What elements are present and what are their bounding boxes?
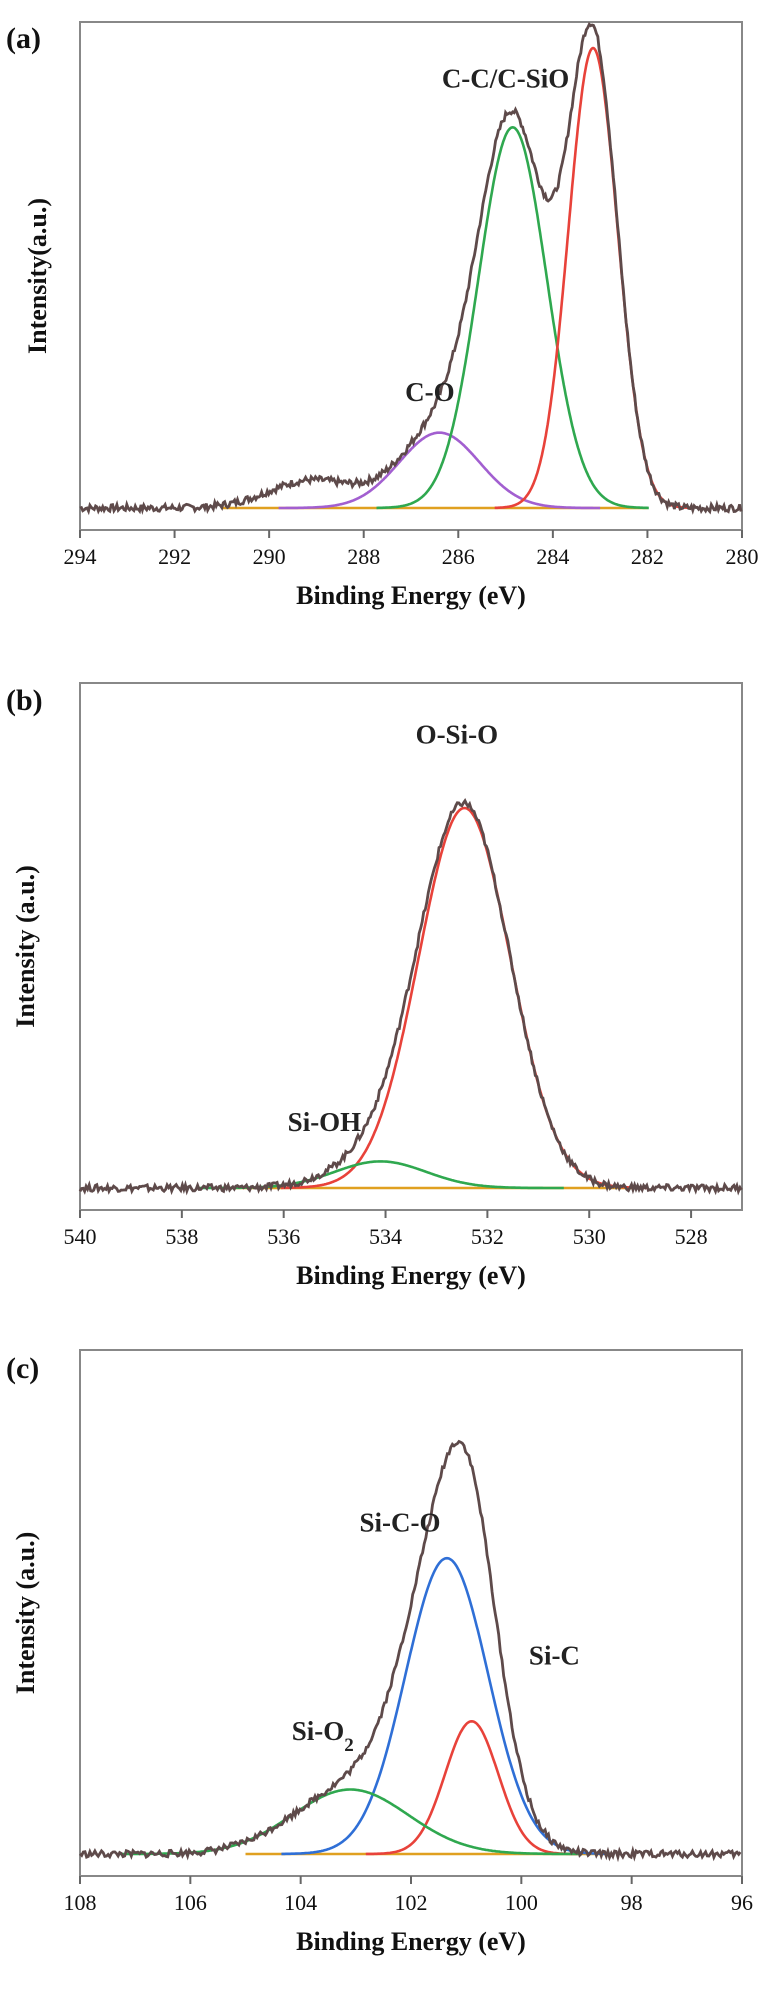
peak-c-o: [278, 431, 601, 510]
x-tick-label: 292: [158, 544, 191, 569]
envelope-curve: [79, 21, 743, 516]
x-tick-label: 96: [731, 1890, 753, 1915]
panel-label: (c): [6, 1352, 39, 1385]
chart-panel-2: (b) 540 538 536 534 532 530 528 Binding Energy (…: [6, 682, 743, 1290]
peak-annotation: Si-C: [529, 1640, 580, 1670]
x-tick-label: 284: [536, 544, 569, 569]
x-tick-label: 534: [369, 1224, 402, 1249]
x-axis-title: Binding Energy (eV): [296, 1927, 526, 1956]
peak-c-si: [494, 46, 692, 510]
x-tick-label: 102: [395, 1890, 428, 1915]
peak-c-c-c-sio: [376, 125, 649, 510]
chart-panel-3: (c) 108 106 104 102 100 98 96 Binding Energy (eV…: [6, 1349, 753, 1956]
chart-panel-1: (a) 294 292 290 288 286 284 282 280 Binding Energ…: [6, 21, 759, 610]
x-tick-label: 294: [64, 544, 97, 569]
plot-frame: [79, 1349, 743, 1877]
x-tick-label: 106: [174, 1890, 207, 1915]
x-tick-label: 286: [442, 544, 475, 569]
x-tick-label: 532: [471, 1224, 504, 1249]
x-axis-title: Binding Energy (eV): [296, 1261, 526, 1290]
plot-frame: [79, 682, 743, 1211]
x-tick-label: 282: [631, 544, 664, 569]
peak-si-o2: [118, 1788, 582, 1856]
x-tick-label: 100: [505, 1890, 538, 1915]
x-tick-label: 104: [284, 1890, 317, 1915]
x-tick-label: 98: [621, 1890, 643, 1915]
plot-frame: [79, 21, 743, 531]
x-tick-label: 536: [267, 1224, 300, 1249]
peak-si-c: [365, 1719, 578, 1856]
x-tick-label: 540: [64, 1224, 97, 1249]
panel-label: (a): [6, 22, 41, 55]
x-tick-label: 288: [347, 544, 380, 569]
x-tick-label: 108: [64, 1890, 97, 1915]
x-tick-label: 528: [675, 1224, 708, 1249]
peak-si-oh: [197, 1160, 564, 1190]
x-tick-label: 530: [573, 1224, 606, 1249]
peak-annotation: C-C/C-SiO: [442, 64, 570, 94]
x-axis-title: Binding Energy (eV): [296, 581, 526, 610]
envelope-curve: [78, 798, 743, 1196]
envelope-curve: [79, 1439, 742, 1863]
x-tick-label: 290: [253, 544, 286, 569]
peak-annotation: Si-OH: [288, 1107, 362, 1137]
peak-annotation: Si-C-O: [359, 1508, 440, 1538]
y-axis-title: Intensity (a.u.): [11, 865, 40, 1028]
peak-annotation: C-O: [405, 377, 455, 407]
panel-label: (b): [6, 684, 43, 717]
peak-annotation: Si-O2: [292, 1716, 354, 1756]
peak-si-c-o: [281, 1556, 613, 1856]
x-tick-label: 538: [165, 1224, 198, 1249]
y-axis-title: Intensity (a.u.): [11, 1532, 40, 1695]
peak-annotation: O-Si-O: [416, 719, 499, 749]
y-axis-title: Intensity(a.u.): [23, 198, 52, 354]
x-tick-label: 280: [726, 544, 759, 569]
